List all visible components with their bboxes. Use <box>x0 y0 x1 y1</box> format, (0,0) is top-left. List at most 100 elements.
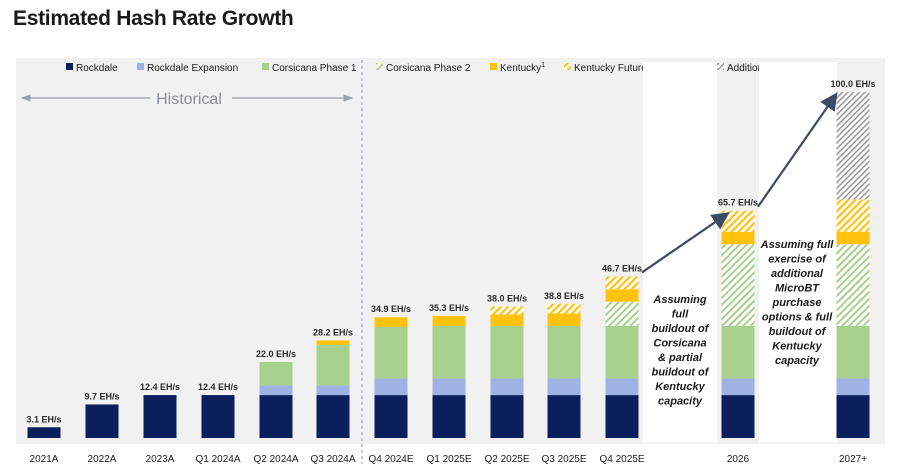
bar-rockdale-expansion-q4-2024e <box>374 378 408 396</box>
value-label-2021a: 3.1 EH/s <box>26 414 61 424</box>
bar-rockdale-2022a <box>85 404 119 438</box>
value-labels: 3.1 EH/s 9.7 EH/s 12.4 EH/s 12.4 EH/s 22.0 E… <box>26 79 875 424</box>
historical-label: Historical <box>156 91 222 108</box>
value-label-2027: 100.0 EH/s <box>830 79 875 89</box>
x-tick-2021a: 2021A <box>30 454 59 465</box>
chart-title: Estimated Hash Rate Growth <box>13 7 294 30</box>
bar-kentucky-q2-2025e <box>490 314 524 326</box>
x-axis-labels: 2021A 2022A 2023A Q1 2024A Q2 2024A Q3 2024A Q… <box>30 454 868 465</box>
value-label-2022a: 9.7 EH/s <box>84 391 119 401</box>
annotation-panels: Assuming full buildout of Corsicana & partia… <box>643 62 837 442</box>
bar-rockdale-expansion-q4-2025e <box>605 378 639 396</box>
annotation-panel-1 <box>643 62 717 442</box>
annotation-text-1-line: buildout of <box>652 323 710 335</box>
bar-corsicana-phase-1-2026 <box>721 325 755 379</box>
growth-arrow-1 <box>641 212 730 274</box>
value-label-q3-2025e: 38.8 EH/s <box>544 291 584 301</box>
value-label-q4-2025e: 46.7 EH/s <box>602 263 642 273</box>
legend-label-corsicana-phase-2: Corsicana Phase 2 <box>386 63 471 74</box>
annotation-text-1-line: Assuming <box>652 294 706 306</box>
annotation-text-2-line: additional <box>771 268 824 280</box>
bar-rockdale-2027 <box>836 395 870 438</box>
bar-rockdale-expansion-q3-2025e <box>547 378 581 396</box>
bar-rockdale-expansion-2026 <box>721 378 755 396</box>
x-tick-q4-2025e: Q4 2025E <box>599 454 644 465</box>
growth-arrow-2 <box>757 92 838 208</box>
legend-swatch-corsicana-phase-2 <box>376 63 383 70</box>
bar-corsicana-phase-1-q3-2024a <box>316 344 350 386</box>
bar-corsicana-phase-2-q4-2025e <box>605 301 639 326</box>
bar-rockdale-q3-2024a <box>316 395 350 438</box>
bar-kentucky-q4-2024e <box>374 317 408 327</box>
bar-kentucky-future-expansion-2026 <box>721 210 755 232</box>
annotation-text-2-line: buildout of <box>769 326 827 338</box>
bar-corsicana-phase-2-2026 <box>721 244 755 326</box>
annotation-text-1-line: Corsicana <box>653 338 706 350</box>
bar-corsicana-phase-1-q4-2025e <box>605 325 639 379</box>
bar-kentucky-future-expansion-q2-2025e <box>490 306 524 315</box>
annotation-text-1-line: buildout of <box>652 367 710 379</box>
bar-rockdale-q3-2025e <box>547 395 581 438</box>
bar-rockdale-expansion-q3-2024a <box>316 385 350 396</box>
bar-additional-growth-2027 <box>836 92 870 200</box>
bar-rockdale-q2-2024a <box>259 395 293 438</box>
bar-rockdale-2023a <box>143 395 177 438</box>
bar-kentucky-2026 <box>721 231 755 245</box>
x-tick-q2-2025e: Q2 2025E <box>484 454 529 465</box>
annotation-text-2-line: purchase <box>772 297 822 309</box>
x-tick-2026: 2026 <box>727 454 750 465</box>
bar-kentucky-future-expansion-q3-2025e <box>547 303 581 314</box>
annotation-text-1-line: & partial <box>658 352 703 364</box>
value-label-q3-2024a: 28.2 EH/s <box>313 327 353 337</box>
bar-rockdale-expansion-2027 <box>836 378 870 396</box>
bar-rockdale-2021a <box>27 427 61 438</box>
bar-rockdale-q1-2025e <box>432 395 466 438</box>
annotation-text-2-line: capacity <box>775 355 820 367</box>
bars <box>27 92 870 438</box>
bar-corsicana-phase-1-q3-2025e <box>547 325 581 379</box>
legend-label-kentucky: Kentucky1 <box>500 62 545 74</box>
legend-swatch-additional-growth <box>717 63 724 70</box>
bar-kentucky-q4-2025e <box>605 289 639 302</box>
annotation-text-2-line: options & full <box>762 312 833 324</box>
bar-rockdale-q1-2024a <box>201 395 235 438</box>
legend-label-rockdale: Rockdale <box>76 63 118 74</box>
value-label-q1-2024a: 12.4 EH/s <box>198 382 238 392</box>
growth-arrows <box>641 92 838 274</box>
value-label-2023a: 12.4 EH/s <box>140 382 180 392</box>
value-label-q2-2024a: 22.0 EH/s <box>256 349 296 359</box>
value-label-q2-2025e: 38.0 EH/s <box>487 294 527 304</box>
value-label-q4-2024e: 34.9 EH/s <box>371 304 411 314</box>
bar-rockdale-expansion-q2-2024a <box>259 385 293 396</box>
bar-rockdale-q2-2025e <box>490 395 524 438</box>
annotation-panel-2 <box>759 62 837 442</box>
bar-rockdale-q4-2024e <box>374 395 408 438</box>
annotation-text-2-line: exercise of <box>768 254 827 266</box>
annotation-text-2-line: Kentucky <box>772 341 822 353</box>
legend-swatch-rockdale-expansion <box>137 63 144 70</box>
bar-kentucky-q3-2024a <box>316 340 350 345</box>
legend-label-rockdale-expansion: Rockdale Expansion <box>147 63 238 74</box>
bar-corsicana-phase-1-q2-2025e <box>490 325 524 379</box>
value-label-2026: 65.7 EH/s <box>718 198 758 208</box>
bar-rockdale-expansion-q2-2025e <box>490 378 524 396</box>
annotation-text-1-line: Kentucky <box>655 381 705 393</box>
historical-indicator: Historical <box>20 60 363 464</box>
x-tick-2022a: 2022A <box>88 454 117 465</box>
x-tick-q1-2024a: Q1 2024A <box>195 454 240 465</box>
x-tick-q2-2024a: Q2 2024A <box>253 454 298 465</box>
bar-kentucky-q1-2025e <box>432 315 466 326</box>
legend-swatch-kentucky-future-expansion <box>564 63 571 70</box>
x-tick-q4-2024e: Q4 2024E <box>368 454 413 465</box>
bar-kentucky-2027 <box>836 231 870 245</box>
x-tick-q3-2024a: Q3 2024A <box>310 454 355 465</box>
bar-corsicana-phase-2-2027 <box>836 244 870 326</box>
bar-corsicana-phase-1-q2-2024a <box>259 361 293 386</box>
bar-kentucky-future-expansion-2027 <box>836 199 870 232</box>
bar-corsicana-phase-1-2027 <box>836 325 870 379</box>
annotation-text-2-line: Assuming full <box>760 239 835 251</box>
value-label-q1-2025e: 35.3 EH/s <box>429 303 469 313</box>
x-tick-q3-2025e: Q3 2025E <box>541 454 586 465</box>
bar-rockdale-q4-2025e <box>605 395 639 438</box>
